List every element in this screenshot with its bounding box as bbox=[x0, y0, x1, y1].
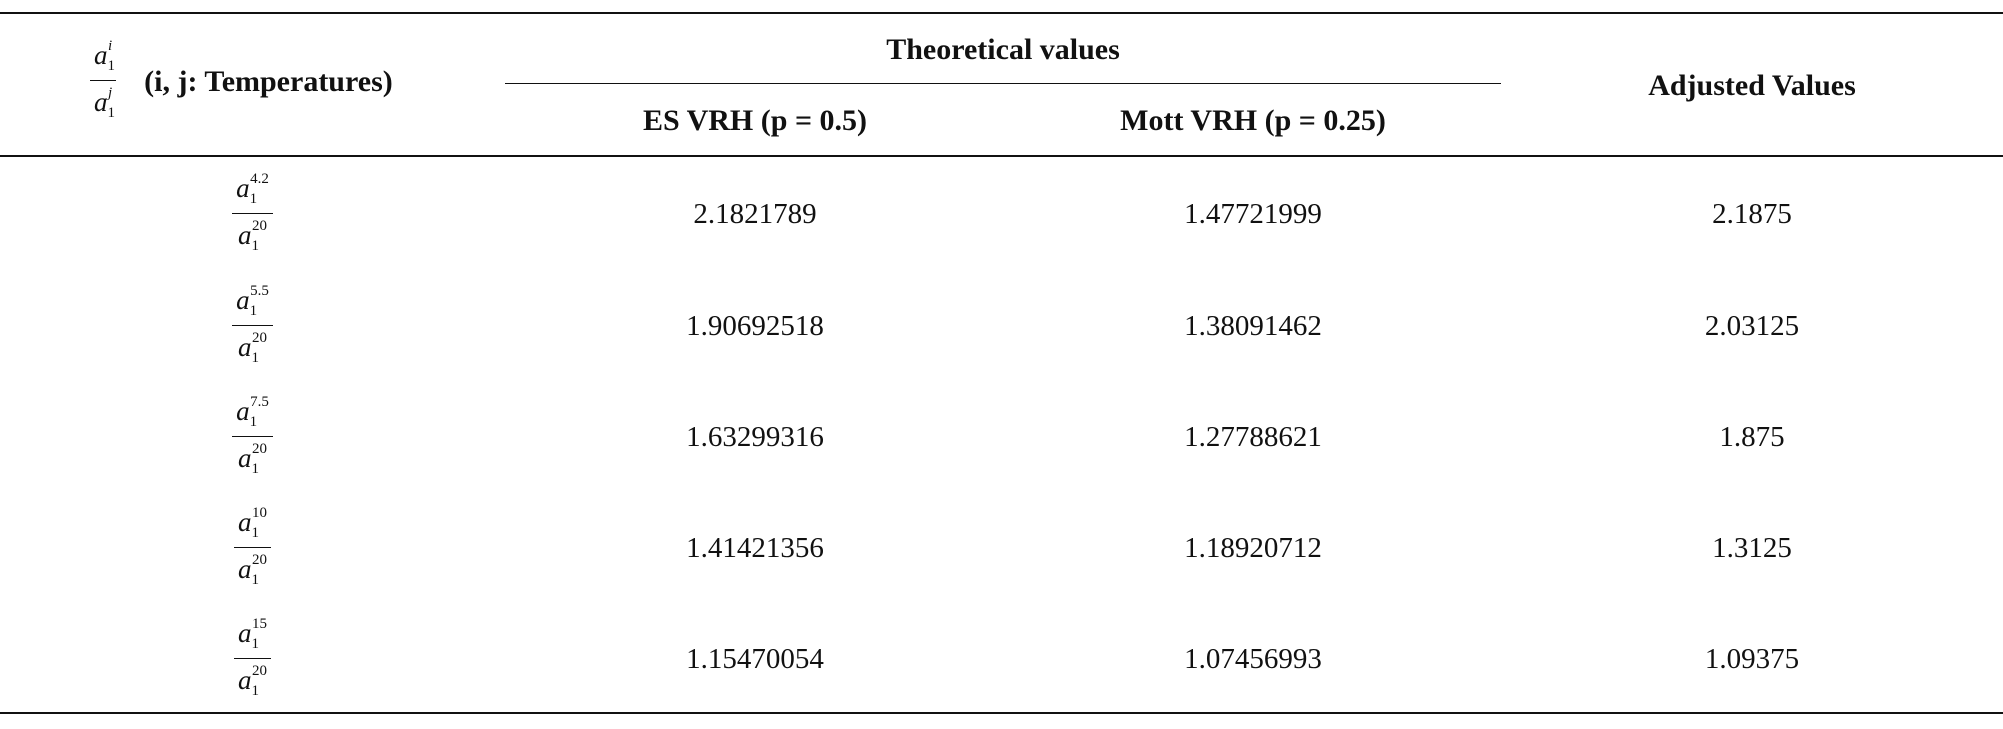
es-vrh-value: 1.15470054 bbox=[686, 642, 824, 675]
es-vrh-value: 1.41421356 bbox=[686, 531, 824, 564]
corner-header: a1i a1j (i, j: Temperatures) bbox=[90, 39, 393, 121]
adjusted-value: 2.1875 bbox=[1712, 197, 1792, 230]
row-ratio-cell: a110 a120 bbox=[0, 500, 505, 596]
row-ratio-cell: a115 a120 bbox=[0, 611, 505, 707]
es-vrh-value: 1.63299316 bbox=[686, 420, 824, 453]
adjusted-value: 1.09375 bbox=[1704, 642, 1800, 675]
mott-vrh-value: 1.38091462 bbox=[1184, 309, 1322, 342]
header-adjusted-values: Adjusted Values bbox=[1648, 69, 1856, 102]
mott-vrh-value: 1.47721999 bbox=[1184, 197, 1322, 230]
ratio-fraction: a14.2 a120 bbox=[232, 171, 273, 254]
top-rule bbox=[0, 12, 2003, 14]
ratio-fraction: a1i a1j bbox=[90, 39, 117, 121]
adjusted-value: 2.03125 bbox=[1704, 309, 1800, 342]
es-vrh-value: 2.1821789 bbox=[693, 197, 817, 230]
bottom-rule bbox=[0, 712, 2003, 714]
mott-vrh-value: 1.18920712 bbox=[1184, 531, 1322, 564]
mott-vrh-value: 1.07456993 bbox=[1184, 642, 1322, 675]
ratio-fraction: a115 a120 bbox=[234, 616, 271, 699]
ratio-fraction: a17.5 a120 bbox=[232, 394, 273, 477]
mott-vrh-value: 1.27788621 bbox=[1184, 420, 1322, 453]
es-vrh-value: 1.90692518 bbox=[686, 309, 824, 342]
row-ratio-cell: a15.5 a120 bbox=[0, 278, 505, 374]
ratio-fraction: a110 a120 bbox=[234, 505, 271, 588]
header-rule bbox=[0, 155, 2003, 157]
adjusted-value: 1.875 bbox=[1719, 420, 1785, 453]
row-ratio-cell: a17.5 a120 bbox=[0, 389, 505, 485]
header-theoretical-values: Theoretical values bbox=[886, 33, 1120, 66]
group-rule bbox=[505, 83, 1501, 84]
row-ratio-cell: a14.2 a120 bbox=[0, 166, 505, 262]
ratio-fraction: a15.5 a120 bbox=[232, 283, 273, 366]
header-mott-vrh: Mott VRH (p = 0.25) bbox=[1120, 104, 1386, 137]
adjusted-value: 1.3125 bbox=[1712, 531, 1792, 564]
corner-label: (i, j: Temperatures) bbox=[144, 64, 393, 98]
header-es-vrh: ES VRH (p = 0.5) bbox=[642, 104, 868, 137]
